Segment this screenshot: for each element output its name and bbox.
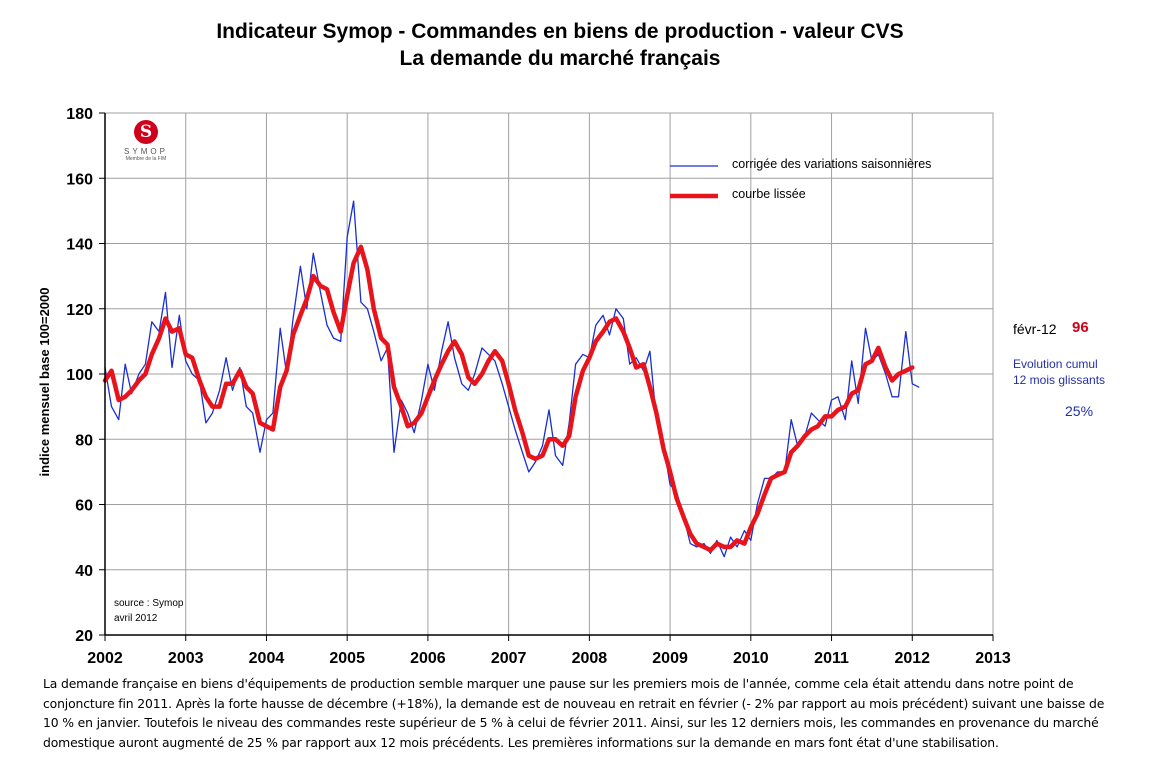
x-tick-label: 2003 [168,650,204,667]
y-axis-label: indice mensuel base 100=2000 [37,288,52,477]
x-tick-label: 2008 [572,650,608,667]
x-tick-label: 2012 [894,650,930,667]
evolution-value: 25% [1065,403,1094,419]
series-layer [102,200,920,558]
source-date: avril 2012 [114,613,158,624]
x-tick-label: 2011 [814,650,849,667]
y-tick-label: 60 [75,498,93,515]
evolution-label: Evolution cumul 12 mois glissants [1013,356,1133,388]
logo-tagline: Membre de la FIM [125,156,167,162]
last-month-value: 96 [1072,319,1089,336]
x-tick-label: 2009 [652,650,688,667]
legend-label: corrigée des variations saisonnières [732,157,931,171]
last-month-label: févr-12 [1013,321,1057,337]
x-tick-label: 2007 [491,650,527,667]
legend: corrigée des variations saisonnières cour… [670,157,931,201]
y-tick-label: 140 [66,237,93,254]
logo-name: SYMOP [124,147,168,156]
y-tick-label: 40 [75,563,93,580]
y-tick-label: 180 [66,106,93,123]
y-tick-label: 100 [66,367,93,384]
series-smoothed-line [102,244,915,553]
chart-title: Indicateur Symop - Commandes en biens de… [216,20,904,43]
commentary-text: La demande française en biens d'équipeme… [43,676,1105,750]
legend-label: courbe lissée [732,187,806,201]
chart-subtitle: La demande du marché français [399,47,721,70]
y-tick-label: 160 [66,171,93,188]
y-tick-label: 120 [66,302,93,319]
logo-mark: S [134,120,158,144]
x-tick-label: 2005 [329,650,365,667]
x-tick-label: 2002 [87,650,123,667]
symop-logo: S SYMOP Membre de la FIM [116,120,176,162]
source-label: source : Symop [114,598,184,609]
y-tick-label: 80 [75,432,93,449]
y-tick-label: 20 [75,628,93,645]
grid [104,112,994,636]
evolution-label-line1: Evolution cumul [1013,357,1098,371]
x-tick-label: 2004 [249,650,285,667]
x-tick-label: 2006 [410,650,446,667]
x-tick-label: 2013 [975,650,1011,667]
x-tick-label: 2010 [733,650,769,667]
evolution-label-line2: 12 mois glissants [1013,373,1106,387]
axes: 20 40 60 80 100 120 140 160 180 2002 2003 2004 2005 2… [37,106,1011,667]
